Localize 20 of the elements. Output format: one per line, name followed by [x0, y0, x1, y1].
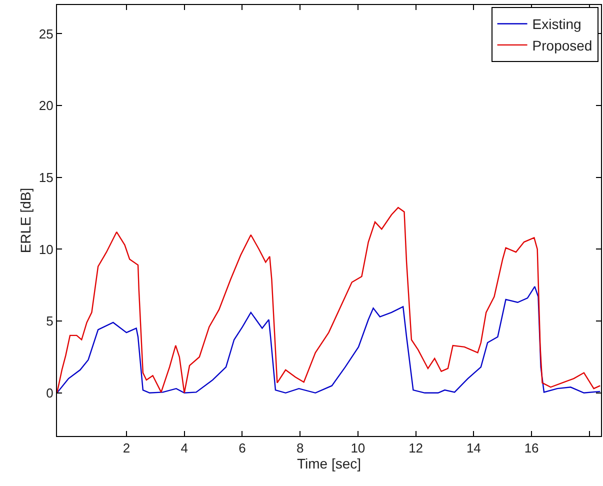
- x-tick-label: 2: [122, 440, 130, 456]
- x-tick-label: 6: [238, 440, 246, 456]
- x-tick-label: 10: [350, 440, 366, 456]
- y-tick-label: 5: [46, 314, 54, 329]
- x-tick-label: 12: [408, 440, 424, 456]
- y-tick-label: 25: [38, 26, 54, 42]
- y-tick-label: 10: [38, 242, 54, 257]
- x-tick-label: 8: [296, 440, 304, 456]
- line-series: [57, 286, 601, 394]
- x-tick-label: 14: [466, 440, 481, 456]
- y-tick-label: 20: [38, 98, 54, 114]
- y-axis-title: ERLE [dB]: [18, 188, 34, 254]
- y-tick-label: 0: [46, 385, 54, 400]
- line-series: [57, 206, 601, 394]
- legend-label: Proposed: [532, 37, 592, 54]
- x-tick-label: 4: [180, 440, 188, 456]
- y-tick-label: 15: [38, 170, 54, 185]
- x-tick-label: 16: [524, 440, 539, 456]
- legend-label: Existing: [532, 16, 582, 32]
- x-axis-title: Time [sec]: [296, 456, 362, 472]
